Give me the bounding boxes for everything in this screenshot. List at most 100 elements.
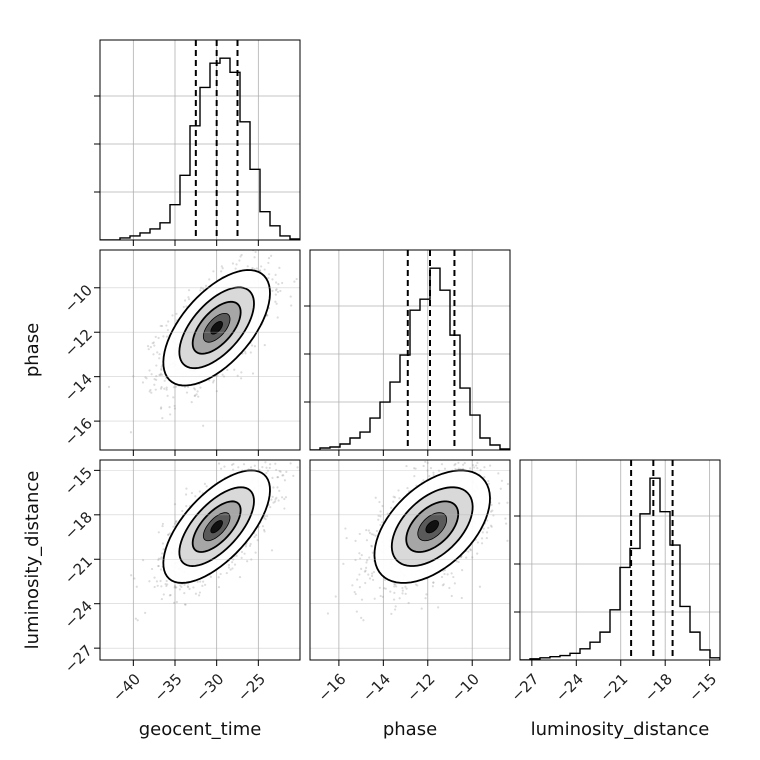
scatter-point xyxy=(506,501,509,504)
scatter-point xyxy=(505,522,508,525)
panel-geocent_time-vs-luminosity_distance xyxy=(94,453,301,666)
x-axis-label: luminosity_distance xyxy=(531,719,710,740)
scatter-point xyxy=(166,583,169,586)
y-tick-label: −15 xyxy=(61,464,96,499)
scatter-point xyxy=(160,365,163,368)
scatter-point xyxy=(199,580,202,583)
scatter-point xyxy=(263,516,266,520)
scatter-point xyxy=(196,580,199,583)
scatter-point xyxy=(428,475,431,478)
scatter-point xyxy=(431,585,434,588)
scatter-point xyxy=(243,350,247,353)
scatter-point xyxy=(469,467,472,470)
scatter-point xyxy=(161,416,164,420)
scatter-point xyxy=(371,572,374,575)
scatter-point xyxy=(249,466,253,469)
scatter-point xyxy=(149,388,152,392)
scatter-point xyxy=(168,532,172,535)
scatter-point xyxy=(476,461,479,464)
scatter-point xyxy=(174,521,178,524)
scatter-point xyxy=(159,579,162,583)
scatter-point xyxy=(429,467,433,470)
scatter-point xyxy=(275,281,278,284)
scatter-point xyxy=(173,503,177,506)
scatter-point xyxy=(230,463,234,466)
scatter-point xyxy=(261,466,264,469)
scatter-point xyxy=(282,474,285,477)
scatter-point xyxy=(441,584,444,587)
scatter-point xyxy=(157,336,160,340)
scatter-point xyxy=(489,464,492,467)
scatter-point xyxy=(198,490,201,493)
scatter-point xyxy=(398,597,401,600)
scatter-point xyxy=(162,593,165,596)
scatter-point xyxy=(178,588,181,591)
scatter-point xyxy=(271,495,274,499)
scatter-point xyxy=(256,539,259,542)
x-tick-label: −14 xyxy=(359,670,394,705)
scatter-point xyxy=(136,619,139,622)
scatter-point xyxy=(360,616,363,620)
scatter-point xyxy=(274,289,278,292)
scatter-point xyxy=(274,462,277,465)
scatter-point xyxy=(365,539,369,542)
scatter-point xyxy=(227,563,231,567)
scatter-point xyxy=(237,466,240,469)
scatter-point xyxy=(252,453,254,455)
scatter-point xyxy=(153,383,156,386)
scatter-point xyxy=(443,572,446,576)
scatter-point xyxy=(365,529,368,532)
scatter-point xyxy=(159,373,162,377)
scatter-point xyxy=(276,476,280,479)
scatter-point xyxy=(358,552,361,555)
scatter-point xyxy=(487,482,491,485)
scatter-point xyxy=(185,505,188,508)
scatter-point xyxy=(159,407,163,410)
scatter-point xyxy=(426,461,429,465)
scatter-point xyxy=(379,523,382,527)
scatter-point xyxy=(432,581,435,584)
scatter-point xyxy=(353,590,356,594)
panel-geocent_time-hist xyxy=(94,39,301,246)
scatter-point xyxy=(486,455,488,457)
scatter-point xyxy=(274,293,277,296)
scatter-point xyxy=(235,554,238,557)
scatter-point xyxy=(425,593,428,596)
scatter-point xyxy=(263,528,266,532)
scatter-point xyxy=(193,394,197,397)
scatter-point xyxy=(437,606,440,609)
scatter-point xyxy=(370,545,373,548)
histogram-phase xyxy=(310,267,510,450)
scatter-point xyxy=(161,522,164,526)
scatter-point xyxy=(460,596,463,600)
scatter-point xyxy=(173,522,177,525)
scatter-point xyxy=(526,471,528,473)
scatter-point xyxy=(248,544,252,547)
scatter-point xyxy=(172,386,175,389)
scatter-point xyxy=(363,570,367,573)
scatter-point xyxy=(443,467,447,470)
scatter-point xyxy=(270,254,273,257)
scatter-point xyxy=(276,316,279,319)
scatter-point xyxy=(290,304,293,307)
scatter-point xyxy=(195,393,198,396)
scatter-point xyxy=(381,504,384,508)
scatter-point xyxy=(490,503,493,507)
scatter-point xyxy=(156,584,159,587)
scatter-point xyxy=(135,585,138,588)
scatter-point xyxy=(377,514,380,517)
scatter-point xyxy=(204,583,207,586)
scatter-point xyxy=(356,578,359,581)
scatter-point xyxy=(267,276,270,280)
scatter-point xyxy=(184,493,188,496)
y-tick-label: −18 xyxy=(61,508,96,543)
scatter-point xyxy=(504,517,507,520)
scatter-point xyxy=(490,457,492,459)
scatter-point xyxy=(181,509,184,513)
histogram-geocent_time xyxy=(100,57,300,240)
scatter-point xyxy=(471,556,474,559)
scatter-point xyxy=(394,605,397,608)
scatter-point xyxy=(242,463,246,466)
scatter-point xyxy=(173,586,176,589)
scatter-point xyxy=(478,585,482,588)
